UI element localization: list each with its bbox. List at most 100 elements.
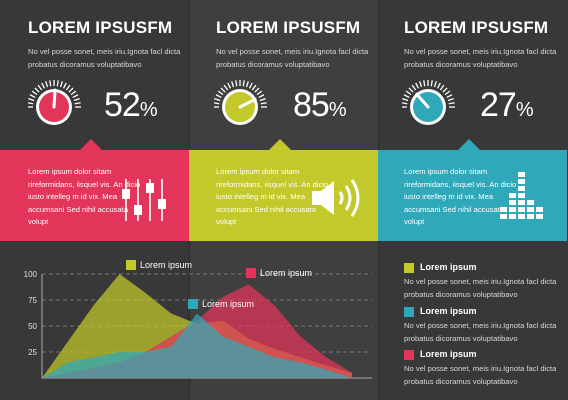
right-legend-marker-green bbox=[404, 263, 414, 273]
gauge-tick bbox=[37, 84, 43, 91]
gauge-tick bbox=[256, 90, 263, 96]
gauge-tick bbox=[223, 84, 229, 91]
gauge-tick bbox=[408, 87, 414, 93]
area-chart: 25 50 75 100 bbox=[24, 270, 372, 379]
gauge-tick bbox=[423, 80, 426, 87]
green-band bbox=[189, 150, 378, 241]
percent-value: 85 bbox=[293, 86, 330, 124]
band-notch bbox=[457, 139, 481, 151]
gauge-icon bbox=[214, 80, 267, 125]
gauge-tick bbox=[433, 81, 437, 88]
band-2-text: Lorem ipsum dolor sitam rireformidans, i… bbox=[216, 167, 329, 227]
gauge-tick bbox=[405, 90, 412, 96]
gauge-tick bbox=[411, 84, 417, 91]
column-2-title: LOREM IPSUSFM bbox=[216, 18, 361, 37]
y-tick-label: 75 bbox=[28, 296, 37, 305]
gauge-tick bbox=[447, 98, 454, 102]
gauge-tick bbox=[430, 80, 433, 87]
equalizer-sliders-icon bbox=[122, 179, 166, 221]
y-tick-label: 100 bbox=[24, 270, 38, 279]
gauge-tick bbox=[34, 87, 40, 93]
column-1-percent: 52% bbox=[104, 86, 158, 125]
y-tick-label: 50 bbox=[28, 322, 37, 331]
gauge-tick bbox=[436, 82, 441, 89]
gauge-tick bbox=[59, 81, 63, 88]
percent-symbol: % bbox=[139, 99, 158, 121]
percent-symbol: % bbox=[515, 99, 534, 121]
gauge-tick bbox=[62, 82, 67, 89]
gauge-tick bbox=[31, 90, 38, 96]
gauge-tick bbox=[74, 102, 81, 105]
teal-band bbox=[378, 150, 567, 241]
column-1-text: No vel posse sonet, meis iriu.Ignota fac… bbox=[28, 47, 181, 69]
legend-marker-red bbox=[246, 268, 256, 278]
column-3-title: LOREM IPSUSFM bbox=[404, 18, 549, 37]
gauge-tick bbox=[245, 81, 249, 88]
right-legend-title: Lorem ipsum bbox=[420, 306, 477, 316]
speaker-icon bbox=[312, 179, 360, 217]
gauge-tick bbox=[217, 90, 224, 96]
gauge-needle bbox=[238, 97, 257, 109]
column-3-text: No vel posse sonet, meis iriu.Ignota fac… bbox=[404, 47, 557, 69]
gauge-tick bbox=[49, 80, 52, 87]
gauge-tick bbox=[73, 98, 80, 102]
gauge-tick bbox=[439, 84, 445, 91]
column-2-text: No vel posse sonet, meis iriu.Ignota fac… bbox=[216, 47, 369, 69]
column-3-percent: 27% bbox=[480, 86, 534, 125]
gauge-tick bbox=[251, 84, 257, 91]
gauge-needle bbox=[52, 88, 57, 109]
gauge-icon bbox=[28, 80, 81, 125]
legend-label-teal: Lorem ipsum bbox=[202, 299, 255, 309]
right-legend-marker-red bbox=[404, 350, 414, 360]
gauge-tick bbox=[227, 82, 232, 89]
gauge-tick bbox=[415, 82, 420, 89]
bar-level-icon bbox=[500, 172, 543, 219]
right-legend-text: No vel posse sonet, meis iriu.Ignota fac… bbox=[404, 277, 557, 299]
red-band bbox=[0, 150, 189, 241]
gauge-tick bbox=[72, 94, 79, 99]
gauge-tick bbox=[41, 82, 46, 89]
percent-symbol: % bbox=[328, 99, 347, 121]
gauge-tick bbox=[442, 87, 448, 93]
gauge-tick bbox=[259, 98, 266, 102]
right-legend-text: No vel posse sonet, meis iriu.Ignota fac… bbox=[404, 321, 557, 343]
percent-value: 27 bbox=[480, 86, 517, 124]
y-tick-label: 25 bbox=[28, 348, 37, 357]
percent-value: 52 bbox=[104, 86, 141, 124]
gauge-icon bbox=[402, 80, 455, 125]
gauge-needle bbox=[415, 92, 430, 109]
gauge-tick bbox=[220, 87, 226, 93]
gauge-tick bbox=[448, 102, 455, 105]
right-legend-marker-teal bbox=[404, 307, 414, 317]
right-legend-title: Lorem ipsum bbox=[420, 349, 477, 359]
right-legend-title: Lorem ipsum bbox=[420, 262, 477, 272]
gauge-tick bbox=[403, 94, 410, 99]
column-2-percent: 85% bbox=[293, 86, 347, 125]
gauge-tick bbox=[254, 87, 260, 93]
gauge-tick bbox=[260, 102, 267, 105]
gauge-tick bbox=[70, 90, 77, 96]
gauge-tick bbox=[419, 81, 423, 88]
gauge-tick bbox=[446, 94, 453, 99]
legend-label-green: Lorem ipsum bbox=[140, 260, 193, 270]
gauge-tick bbox=[402, 98, 409, 102]
band-1-text: Lorem ipsum dolor sitam rireformidans, i… bbox=[28, 167, 141, 227]
area-series-3 bbox=[42, 313, 352, 378]
gauge-tick bbox=[29, 94, 36, 99]
legend-marker-teal bbox=[188, 299, 198, 309]
gauge-tick bbox=[231, 81, 235, 88]
band-3-text: Lorem ipsum dolor sitam rireformidans, i… bbox=[404, 167, 517, 227]
gauge-tick bbox=[444, 90, 451, 96]
legend-label-red: Lorem ipsum bbox=[260, 268, 313, 278]
gauge-tick bbox=[45, 81, 49, 88]
gauge-tick bbox=[242, 80, 245, 87]
gauge-tick bbox=[28, 98, 35, 102]
gauge-tick bbox=[68, 87, 74, 93]
column-1-title: LOREM IPSUSFM bbox=[28, 18, 173, 37]
band-notch bbox=[268, 139, 292, 151]
gauge-tick bbox=[258, 94, 265, 99]
legend-marker-green bbox=[126, 260, 136, 270]
gauge-tick bbox=[56, 80, 59, 87]
gauge-tick bbox=[214, 102, 220, 105]
gauge-tick bbox=[402, 102, 408, 105]
